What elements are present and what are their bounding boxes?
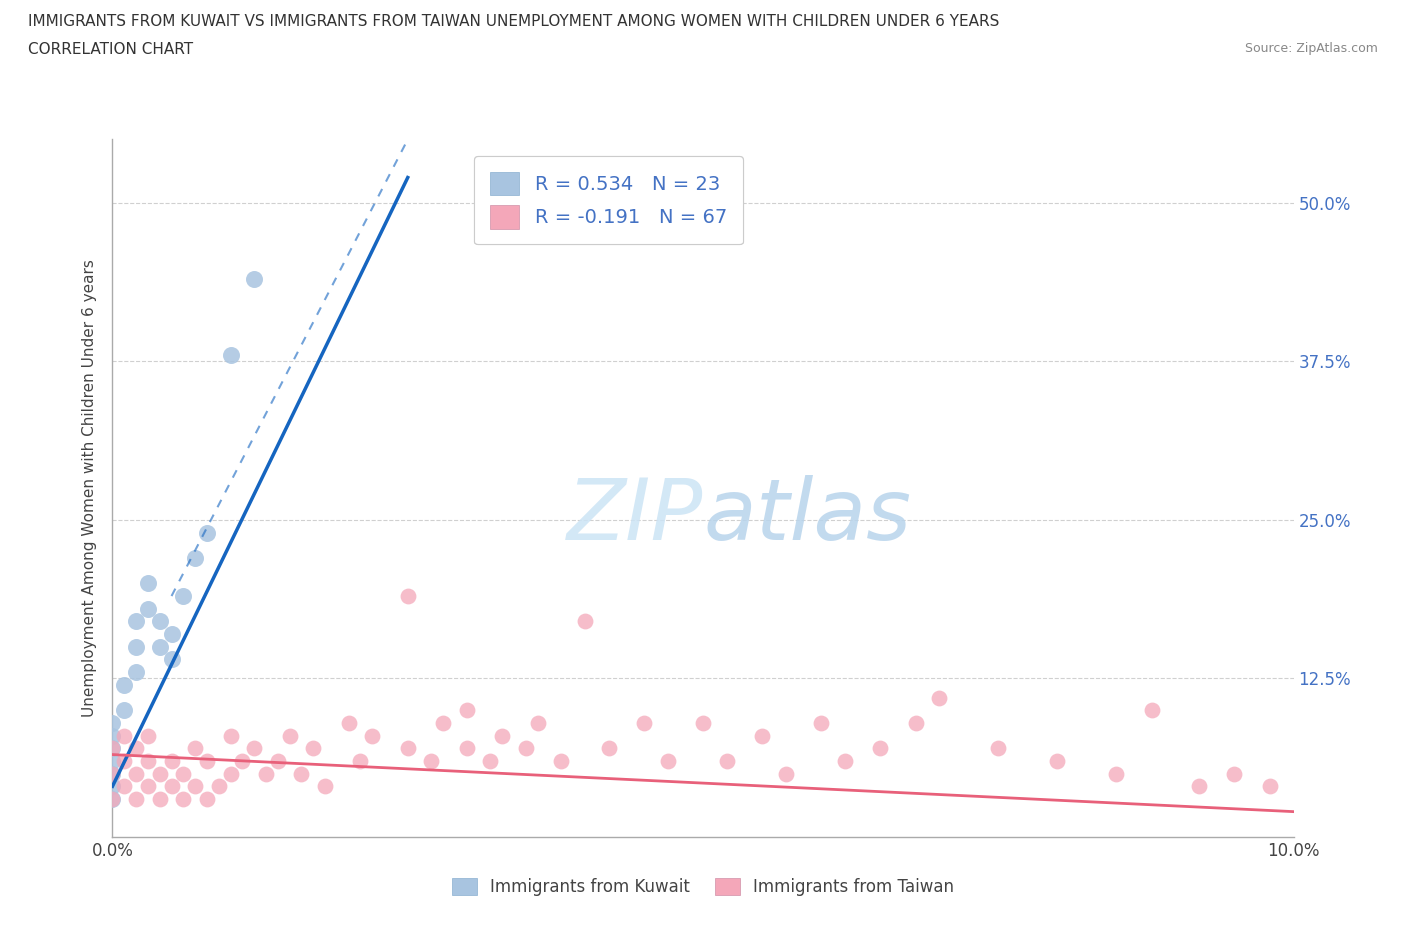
Point (337, 715, 360, 730)
Point (149, 766, 172, 781)
Point (834, 753, 856, 768)
Point (1258, 778, 1281, 793)
Point (810, 715, 832, 730)
Point (396, 589, 419, 604)
Point (349, 753, 371, 768)
Point (1188, 778, 1211, 793)
Point (101, 778, 124, 793)
Point (136, 576, 159, 591)
Point (1046, 753, 1069, 768)
Point (692, 715, 714, 730)
Point (125, 639, 148, 654)
Point (904, 715, 927, 730)
Point (1223, 766, 1246, 781)
Point (432, 715, 454, 730)
Point (243, 272, 266, 286)
Point (420, 753, 443, 768)
Text: IMMIGRANTS FROM KUWAIT VS IMMIGRANTS FROM TAIWAN UNEMPLOYMENT AMONG WOMEN WITH C: IMMIGRANTS FROM KUWAIT VS IMMIGRANTS FRO… (28, 14, 1000, 29)
Point (172, 589, 194, 604)
Point (101, 741, 124, 756)
Point (101, 791, 124, 806)
Point (526, 715, 548, 730)
Point (928, 690, 950, 705)
Point (396, 741, 419, 756)
Point (195, 753, 218, 768)
Point (479, 753, 502, 768)
Point (254, 766, 277, 781)
Point (219, 766, 242, 781)
Point (456, 703, 478, 718)
Point (125, 741, 148, 756)
Point (112, 703, 135, 718)
Point (550, 753, 572, 768)
Point (491, 728, 513, 743)
Point (208, 778, 231, 793)
Point (456, 741, 478, 756)
Point (112, 677, 135, 692)
Point (869, 741, 891, 756)
Point (112, 753, 135, 768)
Point (101, 766, 124, 781)
Point (184, 778, 207, 793)
Point (633, 715, 655, 730)
Point (775, 766, 797, 781)
Point (160, 652, 183, 667)
Legend: R = 0.534   N = 23, R = -0.191   N = 67: R = 0.534 N = 23, R = -0.191 N = 67 (474, 156, 742, 245)
Point (598, 741, 620, 756)
Point (101, 728, 124, 743)
Point (184, 551, 207, 565)
Point (136, 728, 159, 743)
Point (243, 741, 266, 756)
Point (574, 614, 596, 629)
Text: Source: ZipAtlas.com: Source: ZipAtlas.com (1244, 42, 1378, 55)
Point (751, 728, 773, 743)
Point (172, 791, 194, 806)
Point (101, 715, 124, 730)
Point (160, 778, 183, 793)
Point (112, 778, 135, 793)
Point (149, 791, 172, 806)
Point (136, 602, 159, 617)
Point (101, 753, 124, 768)
Point (290, 766, 312, 781)
Point (302, 741, 325, 756)
Point (1105, 766, 1128, 781)
Point (361, 728, 384, 743)
Point (136, 778, 159, 793)
Point (149, 639, 172, 654)
Text: ZIP: ZIP (567, 474, 703, 558)
Point (101, 741, 124, 756)
Point (219, 728, 242, 743)
Point (716, 753, 738, 768)
Y-axis label: Unemployment Among Women with Children Under 6 years: Unemployment Among Women with Children U… (82, 259, 97, 717)
Point (195, 791, 218, 806)
Point (160, 753, 183, 768)
Point (219, 348, 242, 363)
Point (195, 525, 218, 540)
Text: CORRELATION CHART: CORRELATION CHART (28, 42, 193, 57)
Point (172, 766, 194, 781)
Point (231, 753, 253, 768)
Point (267, 753, 290, 768)
Point (112, 728, 135, 743)
Point (101, 766, 124, 781)
Point (657, 753, 679, 768)
Point (125, 766, 148, 781)
Text: atlas: atlas (703, 474, 911, 558)
Point (125, 791, 148, 806)
Point (184, 741, 207, 756)
Point (136, 753, 159, 768)
Point (149, 614, 172, 629)
Point (515, 741, 537, 756)
Point (160, 627, 183, 642)
Legend: Immigrants from Kuwait, Immigrants from Taiwan: Immigrants from Kuwait, Immigrants from … (446, 871, 960, 903)
Point (278, 728, 301, 743)
Point (314, 778, 336, 793)
Point (125, 614, 148, 629)
Point (1140, 703, 1163, 718)
Point (101, 791, 124, 806)
Point (125, 665, 148, 680)
Point (987, 741, 1010, 756)
